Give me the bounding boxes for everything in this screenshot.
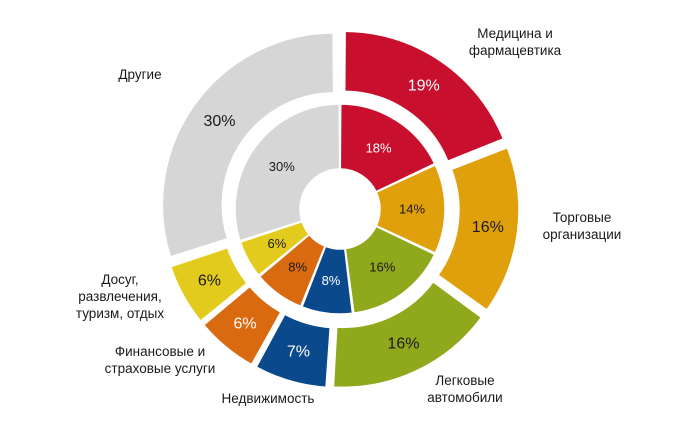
outer-slice-4 (255, 313, 332, 389)
inner-value-label-7: 30% (269, 159, 295, 174)
inner-ring (234, 103, 446, 315)
inner-slice-7 (234, 103, 341, 242)
category-label-line: туризм, отдых (76, 306, 164, 321)
category-label-3: Легковые автомобили (427, 373, 502, 405)
outer-slice-5 (202, 285, 282, 366)
category-label-line: организации (543, 227, 622, 242)
outer-value-label-2: 16% (472, 219, 504, 236)
category-label-5: Финансовые и страховые услуги (105, 344, 216, 376)
inner-slice-1 (339, 103, 436, 193)
outer-slice-1 (343, 30, 505, 163)
inner-slice-5 (258, 233, 326, 308)
outer-value-label-5: 6% (233, 315, 256, 332)
category-label-line: автомобили (427, 390, 502, 405)
inner-value-label-2: 14% (399, 202, 425, 217)
category-label-line: Легковые (435, 373, 494, 388)
category-label-line: развлечения, (78, 289, 161, 304)
outer-value-label-4: 7% (287, 344, 310, 361)
inner-value-label-6: 6% (268, 236, 287, 251)
inner-slice-6 (239, 220, 311, 277)
category-label-2: Торговые организации (543, 210, 622, 242)
outer-ring-value-labels: 19% 16% 16% 7% 6% 6% 30% (198, 77, 504, 360)
category-label-6: Досуг, развлечения, туризм, отдых (76, 272, 164, 321)
outer-slice-6 (169, 246, 249, 323)
inner-value-label-4: 8% (322, 273, 341, 288)
category-label-line: фармацевтика (469, 43, 562, 58)
inner-slice-3 (344, 225, 436, 314)
outer-slice-7 (161, 32, 335, 258)
category-labels: Медицина и фармацевтика Торговые организаци… (76, 26, 621, 406)
category-label-line: Недвижимость (222, 391, 315, 406)
outer-slice-3 (332, 280, 483, 389)
outer-value-label-3: 16% (387, 335, 419, 352)
category-label-7: Другие (118, 67, 161, 82)
outer-ring (161, 30, 520, 389)
inner-value-label-1: 18% (366, 141, 392, 156)
category-label-line: Медицина и (477, 26, 553, 41)
inner-slice-4 (301, 245, 354, 315)
outer-value-label-1: 19% (408, 77, 440, 94)
category-label-line: Другие (118, 67, 161, 82)
category-label-line: Финансовые и (115, 344, 205, 359)
inner-value-label-5: 8% (288, 260, 307, 275)
inner-ring-value-labels: 18%14%16%8%8%6%30% (268, 141, 426, 288)
inner-slice-2 (375, 163, 446, 255)
category-label-4: Недвижимость (222, 391, 315, 406)
inner-value-label-3: 16% (369, 260, 395, 275)
outer-slice-2 (436, 146, 520, 312)
outer-value-label-6: 6% (198, 272, 221, 289)
category-label-line: страховые услуги (105, 361, 216, 376)
category-label-1: Медицина и фармацевтика (469, 26, 562, 58)
category-label-line: Досуг, (101, 272, 138, 287)
category-label-line: Торговые (553, 210, 612, 225)
outer-value-label-7: 30% (203, 113, 235, 130)
